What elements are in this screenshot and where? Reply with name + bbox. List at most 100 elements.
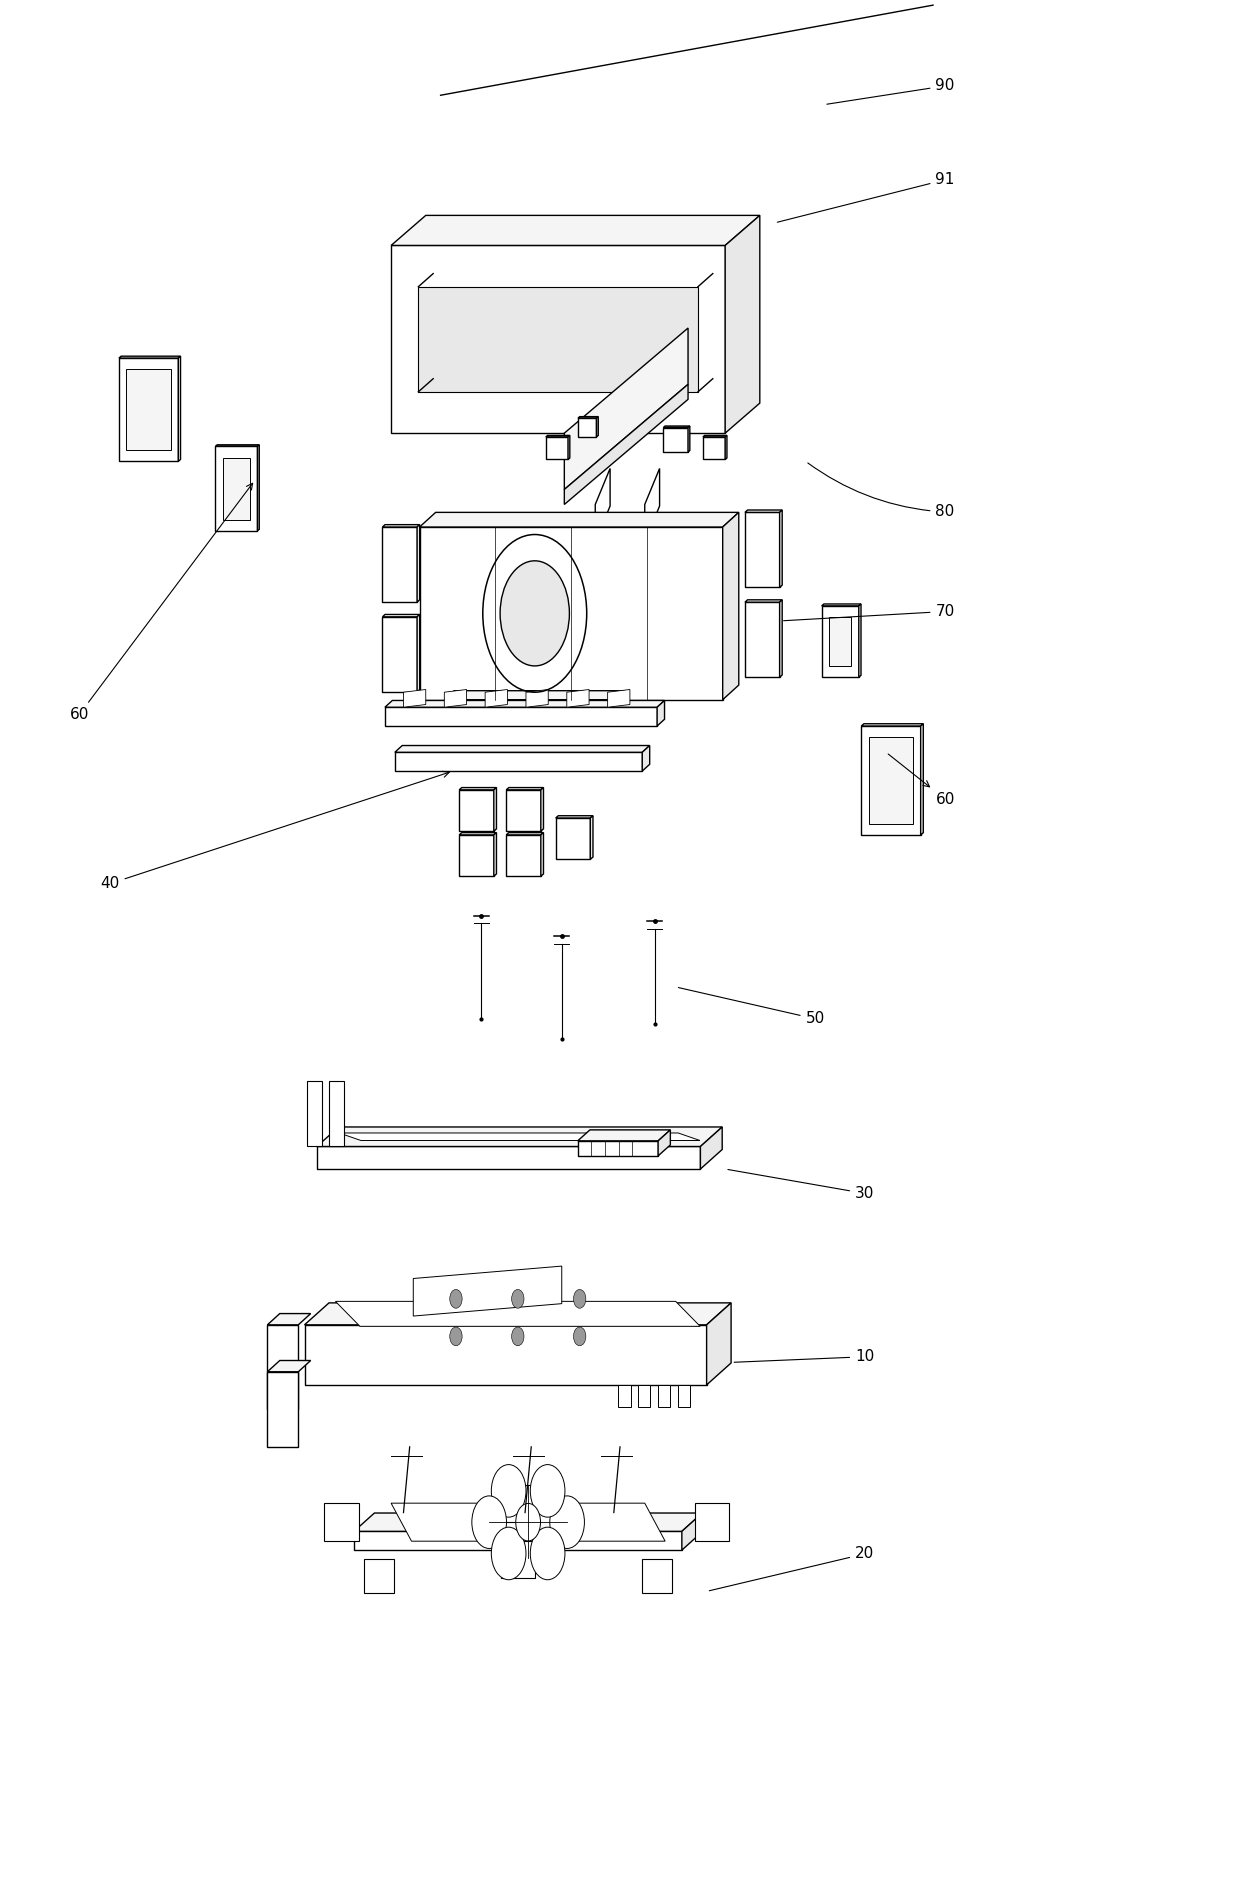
Circle shape [573, 1290, 585, 1308]
Circle shape [512, 1290, 525, 1308]
Polygon shape [494, 788, 496, 831]
Polygon shape [384, 701, 665, 707]
Polygon shape [363, 1560, 393, 1592]
Polygon shape [862, 724, 924, 726]
Circle shape [531, 1465, 565, 1517]
Polygon shape [403, 690, 425, 707]
Polygon shape [459, 835, 494, 876]
Polygon shape [541, 788, 543, 831]
Polygon shape [541, 833, 543, 876]
Polygon shape [578, 417, 596, 436]
Polygon shape [745, 602, 780, 677]
Polygon shape [268, 1372, 299, 1448]
Polygon shape [268, 1325, 299, 1410]
Polygon shape [413, 1265, 562, 1316]
Polygon shape [920, 724, 924, 835]
Polygon shape [859, 603, 861, 677]
Circle shape [491, 1465, 526, 1517]
Polygon shape [745, 509, 782, 513]
Circle shape [472, 1496, 506, 1549]
Polygon shape [745, 513, 780, 587]
Polygon shape [391, 1504, 665, 1542]
Polygon shape [305, 1325, 707, 1386]
Polygon shape [384, 707, 657, 726]
Text: 10: 10 [734, 1350, 874, 1365]
Polygon shape [637, 1386, 650, 1408]
Polygon shape [578, 1130, 671, 1141]
Polygon shape [444, 690, 627, 699]
Polygon shape [657, 701, 665, 726]
Polygon shape [564, 327, 688, 489]
Polygon shape [419, 526, 723, 699]
Text: 70: 70 [784, 603, 955, 620]
Polygon shape [725, 436, 727, 459]
Polygon shape [618, 690, 627, 718]
Polygon shape [382, 525, 419, 526]
Circle shape [516, 1504, 541, 1542]
Polygon shape [642, 746, 650, 771]
Circle shape [531, 1527, 565, 1579]
Polygon shape [663, 427, 688, 451]
Polygon shape [677, 1386, 689, 1408]
Polygon shape [418, 288, 698, 391]
Polygon shape [353, 1532, 682, 1551]
Polygon shape [308, 1081, 322, 1147]
Polygon shape [682, 1513, 702, 1551]
Polygon shape [657, 1386, 670, 1408]
Polygon shape [353, 1513, 702, 1532]
Circle shape [500, 560, 569, 666]
Polygon shape [216, 446, 258, 530]
Polygon shape [703, 436, 725, 459]
Polygon shape [501, 1485, 536, 1523]
Polygon shape [578, 1141, 658, 1156]
Polygon shape [568, 436, 570, 459]
Polygon shape [317, 1126, 722, 1147]
Polygon shape [179, 355, 181, 461]
Polygon shape [391, 216, 760, 246]
Text: 91: 91 [777, 173, 955, 222]
Polygon shape [830, 617, 852, 666]
Polygon shape [305, 1303, 732, 1325]
Polygon shape [501, 1542, 536, 1577]
Polygon shape [494, 833, 496, 876]
Text: 90: 90 [827, 79, 955, 103]
Polygon shape [619, 1386, 630, 1408]
Polygon shape [459, 833, 496, 835]
Polygon shape [394, 746, 650, 752]
Text: 30: 30 [728, 1169, 874, 1201]
Polygon shape [688, 427, 689, 451]
Circle shape [549, 1496, 584, 1549]
Polygon shape [780, 600, 782, 677]
Polygon shape [382, 526, 417, 602]
Polygon shape [223, 457, 250, 519]
Polygon shape [340, 1134, 699, 1141]
Circle shape [450, 1327, 463, 1346]
Text: 40: 40 [100, 771, 449, 891]
Polygon shape [485, 690, 507, 707]
Circle shape [573, 1327, 585, 1346]
Polygon shape [444, 699, 618, 718]
Polygon shape [723, 513, 739, 699]
Polygon shape [596, 417, 598, 436]
Polygon shape [506, 835, 541, 876]
Polygon shape [595, 468, 610, 541]
Polygon shape [556, 818, 590, 859]
Polygon shape [126, 368, 171, 449]
Text: 60: 60 [888, 754, 955, 807]
Polygon shape [258, 446, 259, 530]
Polygon shape [546, 436, 568, 459]
Polygon shape [325, 1504, 358, 1542]
Polygon shape [862, 726, 920, 835]
Polygon shape [459, 788, 496, 790]
Polygon shape [317, 1147, 701, 1169]
Text: 20: 20 [709, 1547, 874, 1590]
Polygon shape [590, 816, 593, 859]
Polygon shape [608, 690, 630, 707]
Text: 60: 60 [69, 483, 253, 722]
Polygon shape [506, 788, 543, 790]
Polygon shape [556, 816, 593, 818]
Polygon shape [745, 600, 782, 602]
Polygon shape [658, 1130, 671, 1156]
Polygon shape [336, 1301, 701, 1325]
Polygon shape [506, 833, 543, 835]
